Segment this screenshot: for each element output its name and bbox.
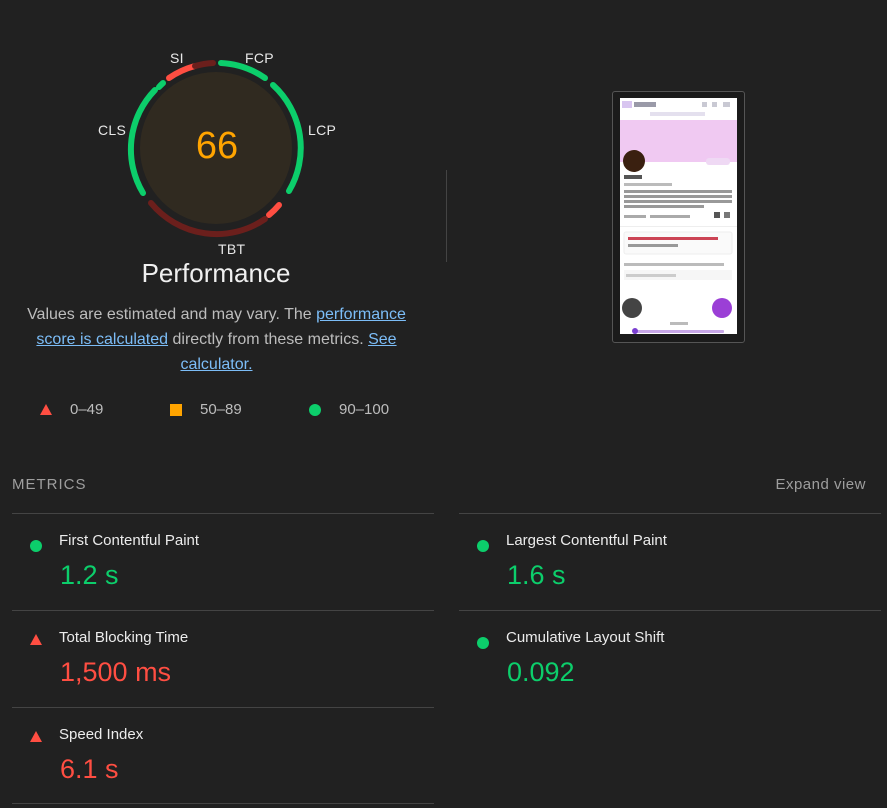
metrics-heading: METRICS [12, 476, 87, 493]
legend-fail-label: 0–49 [70, 401, 104, 418]
gauge-score: 66 [195, 125, 239, 167]
legend-average: 50–89 [170, 401, 242, 418]
fcp-segment [218, 60, 268, 81]
gauge-label-cls: CLS [98, 122, 127, 138]
fail-triangle-icon [30, 731, 42, 742]
performance-score-link[interactable]: performance score is calculated [36, 306, 406, 348]
circle-icon [309, 403, 321, 416]
metric-value: 1.6 s [507, 560, 566, 590]
pass-circle-icon [477, 540, 489, 552]
gauge-fill [140, 72, 292, 224]
vertical-divider [446, 170, 447, 262]
score-legend: 0–49 50–89 90–100 [0, 401, 440, 421]
gauge-label-tbt: TBT [218, 241, 246, 257]
metric-name: Total Blocking Time [59, 629, 189, 646]
metric-fcp: First Contentful Paint 1.2 s [12, 513, 434, 610]
metric-value: 1.2 s [60, 560, 119, 590]
metric-value: 6.1 s [60, 754, 119, 784]
metric-name: Cumulative Layout Shift [506, 629, 665, 646]
legend-average-label: 50–89 [200, 401, 242, 418]
final-screenshot-thumbnail[interactable] [612, 91, 745, 343]
square-icon [170, 403, 182, 416]
desc-text-1: Values are estimated and may vary. The [27, 306, 317, 323]
screenshot-image [620, 98, 737, 334]
score-description: Values are estimated and may vary. The p… [14, 302, 419, 377]
metric-lcp: Largest Contentful Paint 1.6 s [459, 513, 881, 610]
gauge-label-si: SI [170, 50, 184, 66]
metrics-bottom-divider [12, 803, 434, 804]
metric-si: Speed Index 6.1 s [12, 707, 434, 804]
legend-pass-label: 90–100 [339, 401, 390, 418]
calculator-link[interactable]: See calculator. [180, 331, 397, 373]
metric-value: 1,500 ms [60, 657, 172, 687]
gauge-label-fcp: FCP [245, 50, 274, 66]
triangle-icon [40, 404, 52, 415]
pass-circle-icon [30, 540, 42, 552]
metric-name: Largest Contentful Paint [506, 532, 667, 549]
performance-gauge: 66 SI FCP LCP TBT CLS [95, 45, 345, 275]
cls-segment [127, 87, 158, 196]
metric-tbt: Total Blocking Time 1,500 ms [12, 610, 434, 707]
tbt-segment [266, 202, 282, 218]
metric-name: Speed Index [59, 726, 144, 743]
legend-pass: 90–100 [309, 401, 389, 418]
expand-view-toggle[interactable]: Expand view [775, 476, 866, 493]
metric-name: First Contentful Paint [59, 532, 200, 549]
desc-text-2: directly from these metrics. [168, 331, 369, 348]
metric-cls: Cumulative Layout Shift 0.092 [459, 610, 881, 707]
pass-circle-icon [477, 637, 489, 649]
performance-title: Performance [141, 258, 291, 288]
gauge-ring [127, 60, 304, 238]
fail-triangle-icon [30, 634, 42, 645]
lcp-segment [270, 82, 304, 194]
gauge-label-lcp: LCP [308, 122, 337, 138]
metric-value: 0.092 [507, 657, 575, 687]
legend-fail: 0–49 [40, 401, 103, 418]
